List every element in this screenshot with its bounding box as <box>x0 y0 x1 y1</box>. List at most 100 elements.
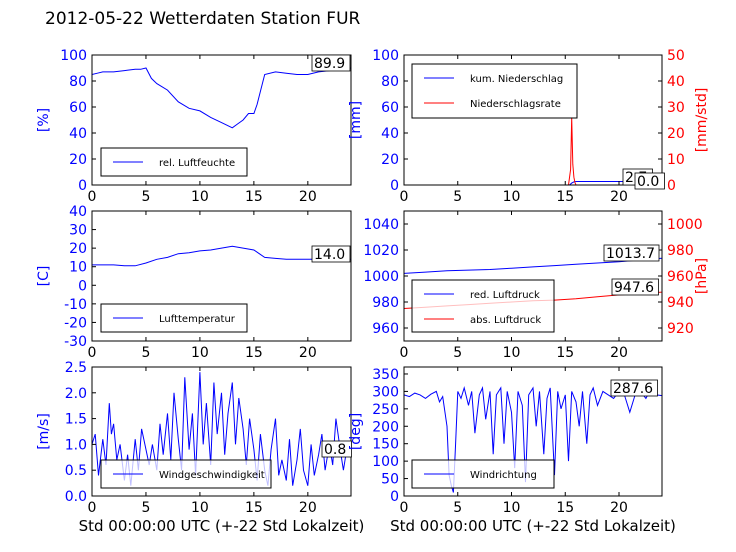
legend-box <box>411 459 555 489</box>
x-tick-label: 0 <box>400 345 409 361</box>
y2-axis-label: [mm/std] <box>694 88 710 153</box>
value-annotation: 1013.7 <box>606 246 655 262</box>
x-tick-label: 20 <box>610 500 628 516</box>
x-tick-label: 10 <box>191 345 209 361</box>
panel-4: 0 5 10 15 20 960 980 1000 1020 1040 920 940 960 980 10… <box>363 210 710 361</box>
annotation-box <box>321 440 352 458</box>
y-tick-label: 1040 <box>363 217 399 233</box>
legend: rel. Luftfeuchte <box>100 147 248 177</box>
plot-frame <box>91 54 352 186</box>
y-tick-label: 20 <box>69 241 87 257</box>
annotation-box <box>611 278 659 296</box>
y-tick-label: 40 <box>69 126 87 142</box>
annotation-box <box>311 54 351 72</box>
legend-label: rel. Luftfeuchte <box>159 158 235 169</box>
plot-frame <box>91 210 352 342</box>
x-tick-label: 20 <box>299 189 317 205</box>
x-tick-label: 0 <box>400 500 409 516</box>
y-tick-label: 1000 <box>363 269 399 285</box>
y2-tick-label: 30 <box>667 100 685 116</box>
y-axis-label: [deg] <box>348 413 364 450</box>
series-line-1 <box>403 257 663 274</box>
y-tick-label: 30 <box>69 223 87 239</box>
y-tick-label: 80 <box>69 74 87 90</box>
x-tick-label: 0 <box>400 189 409 205</box>
y-tick-label: 0 <box>390 178 399 194</box>
annotation-box <box>610 379 658 397</box>
legend-label: Windrichtung <box>470 470 537 481</box>
x-axis-label: Std 00:00:00 UTC (+-22 Std Lokalzeit) <box>390 517 676 535</box>
plot-frame <box>91 366 352 497</box>
y-tick-label: 0.5 <box>65 463 87 479</box>
x-tick-label: 15 <box>556 189 574 205</box>
y-tick-label: 0 <box>390 489 399 505</box>
y2-tick-label: 10 <box>667 152 685 168</box>
y-tick-label: 300 <box>372 384 399 400</box>
y-axis-label: [m/s] <box>36 413 52 450</box>
x-tick-label: 20 <box>299 345 317 361</box>
y-tick-label: 80 <box>381 74 399 90</box>
y-tick-label: 50 <box>381 472 399 488</box>
y-tick-label: 1.0 <box>65 437 87 453</box>
x-tick-label: 10 <box>503 345 521 361</box>
x-axis-label: Std 00:00:00 UTC (+-22 Std Lokalzeit) <box>79 517 365 535</box>
y2-tick-label: 40 <box>667 74 685 90</box>
x-tick-label: 15 <box>556 500 574 516</box>
legend: Windgeschwindigkeit <box>100 459 272 489</box>
y-tick-label: 0.0 <box>65 489 87 505</box>
value-annotation: 89.9 <box>314 56 345 72</box>
legend-box <box>411 63 578 119</box>
y2-tick-label: 1000 <box>667 217 703 233</box>
y-tick-label: 250 <box>372 402 399 418</box>
legend-label: Niederschlagsrate <box>470 99 561 110</box>
plot-frame <box>403 366 663 497</box>
x-tick-label: 10 <box>191 500 209 516</box>
y-axis-label: [%] <box>36 108 52 132</box>
y-axis-label: [C] <box>36 266 52 287</box>
value-annotation: 287.6 <box>613 381 653 397</box>
x-tick-label: 10 <box>503 500 521 516</box>
panel-2: 0 5 10 15 20 0 20 40 60 80 100 0 10 20 30 40 50 [mm] [mm/s… <box>348 48 710 205</box>
x-tick-label: 20 <box>610 189 628 205</box>
legend-label: Lufttemperatur <box>159 314 236 325</box>
y-tick-label: 2.0 <box>65 386 87 402</box>
y-tick-label: 20 <box>69 152 87 168</box>
x-tick-label: 5 <box>141 189 150 205</box>
y-tick-label: 60 <box>381 100 399 116</box>
x-tick-label: 5 <box>141 500 150 516</box>
y-tick-label: 60 <box>69 100 87 116</box>
legend: kum. Niederschlag Niederschlagsrate <box>411 63 578 119</box>
x-tick-label: 20 <box>610 345 628 361</box>
x-tick-label: 15 <box>245 500 263 516</box>
y2-axis-label: [hPa] <box>694 258 710 294</box>
legend: Windrichtung <box>411 459 555 489</box>
x-tick-label: 5 <box>141 345 150 361</box>
y-tick-label: -10 <box>64 297 87 313</box>
series-line-1 <box>92 245 351 267</box>
value-annotation: 947.6 <box>614 280 654 296</box>
y-tick-label: 0 <box>78 178 87 194</box>
panel-3: 0 5 10 15 20 -30 -20 -10 0 10 20 30 40 [C] Lufttempera… <box>36 204 352 361</box>
x-tick-label: 20 <box>299 500 317 516</box>
x-tick-label: 0 <box>88 345 97 361</box>
legend: Lufttemperatur <box>100 303 248 333</box>
y2-tick-label: 980 <box>667 243 694 259</box>
y2-tick-label: 0 <box>667 178 676 194</box>
y-tick-label: -30 <box>64 334 87 350</box>
annotation-box <box>634 172 665 190</box>
y-tick-label: 100 <box>60 48 87 64</box>
y-tick-label: 0 <box>78 278 87 294</box>
y-tick-label: 100 <box>372 48 399 64</box>
annotation-box <box>311 245 351 263</box>
legend-box <box>411 279 555 333</box>
y-tick-label: 2.5 <box>65 360 87 376</box>
series-line-2 <box>404 117 662 186</box>
panel-5: 0 5 10 15 20 0.0 0.5 1.0 1.5 2.0 2.5 [m/s] Std 00:00… <box>36 360 364 535</box>
y-tick-label: 1020 <box>363 243 399 259</box>
annotation-box <box>603 244 660 262</box>
x-tick-label: 15 <box>556 345 574 361</box>
x-tick-label: 10 <box>503 189 521 205</box>
legend: red. Luftdruck abs. Luftdruck <box>411 279 555 333</box>
legend-label: kum. Niederschlag <box>470 74 563 85</box>
